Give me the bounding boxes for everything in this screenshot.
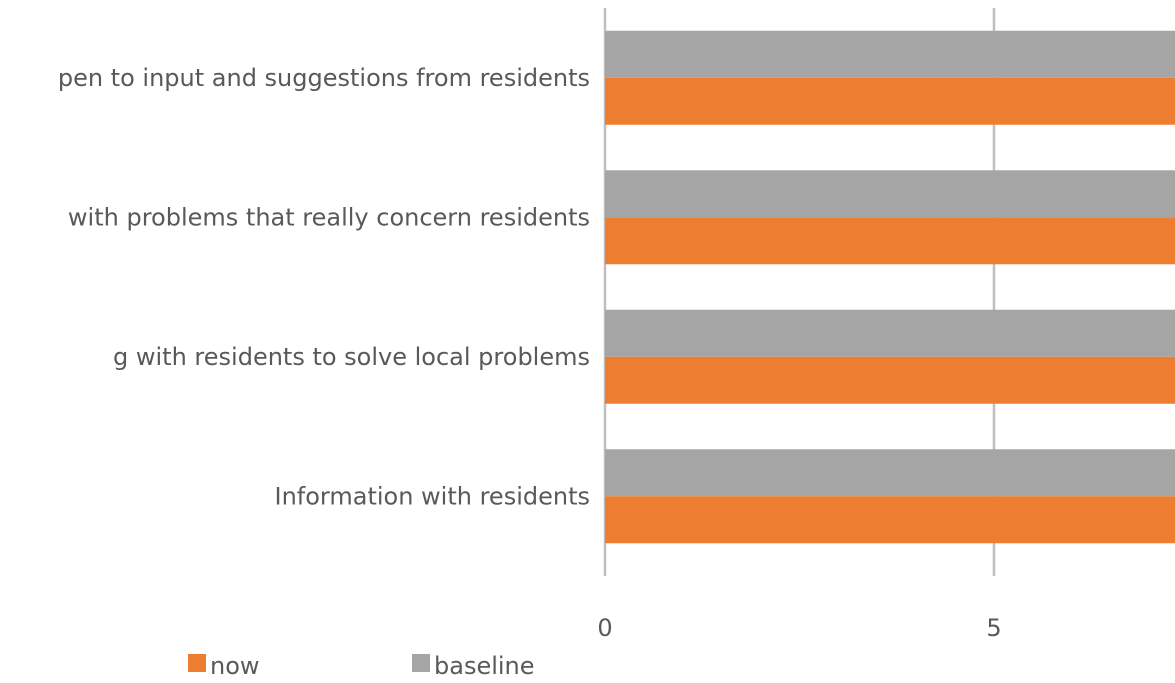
x-tick-label-0: 0 (597, 614, 612, 642)
bar-baseline-4 (605, 449, 1175, 497)
category-label-1: pen to input and suggestions from reside… (58, 64, 590, 92)
bars (605, 30, 1175, 544)
category-label-2: with problems that really concern reside… (68, 203, 590, 231)
x-tick-label-5: 5 (986, 614, 1001, 642)
bar-now-2 (605, 217, 1175, 265)
legend: now baseline (188, 652, 535, 680)
category-label-4: Information with residents (274, 482, 590, 510)
legend-swatch-baseline (412, 654, 430, 672)
bar-now-1 (605, 77, 1175, 125)
x-axis-tick-labels: 05101520253035 (597, 614, 1001, 642)
bar-now-3 (605, 356, 1175, 404)
bar-now-4 (605, 496, 1175, 544)
legend-label-baseline: baseline (434, 652, 535, 678)
bar-baseline-1 (605, 30, 1175, 78)
bar-baseline-3 (605, 309, 1175, 357)
bar-baseline-2 (605, 170, 1175, 218)
category-labels: pen to input and suggestions from reside… (58, 64, 590, 511)
legend-swatch-now (188, 654, 206, 672)
legend-label-now: now (210, 652, 260, 678)
category-label-3: g with residents to solve local problems (113, 343, 590, 371)
